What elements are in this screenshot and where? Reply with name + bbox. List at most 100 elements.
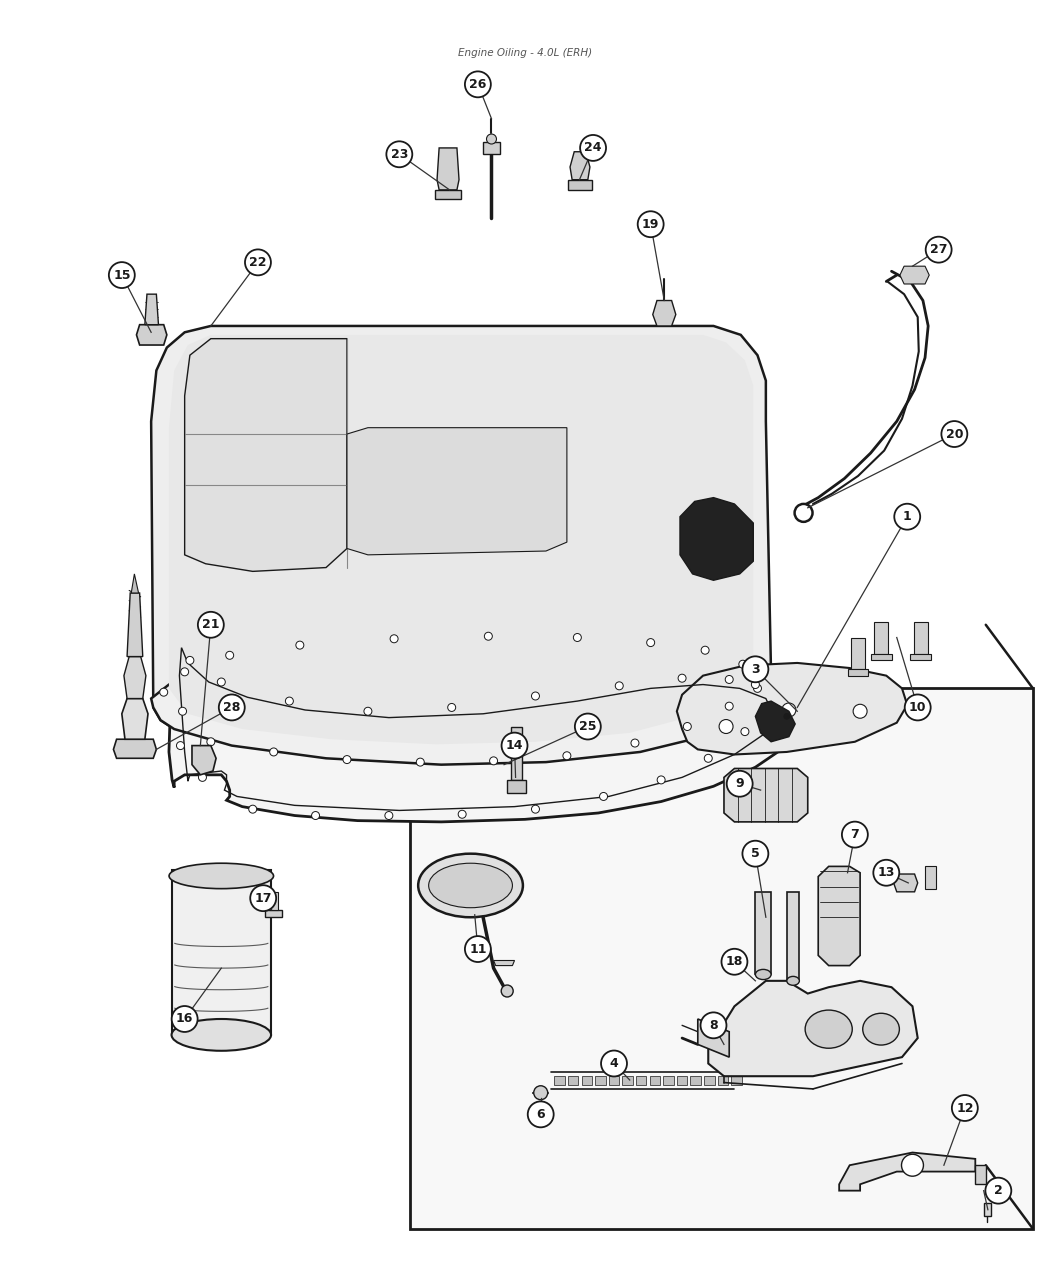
Circle shape (742, 657, 769, 682)
Circle shape (458, 811, 466, 819)
Text: 21: 21 (202, 618, 219, 631)
Circle shape (600, 793, 608, 801)
Text: 17: 17 (254, 891, 272, 905)
Circle shape (447, 704, 456, 711)
Circle shape (501, 986, 513, 997)
Circle shape (416, 759, 424, 766)
Polygon shape (755, 701, 795, 742)
Polygon shape (435, 190, 461, 199)
Text: 10: 10 (909, 701, 926, 714)
Text: 27: 27 (930, 244, 947, 256)
Circle shape (574, 714, 601, 740)
Circle shape (647, 639, 654, 646)
Circle shape (657, 776, 665, 784)
Polygon shape (975, 1165, 986, 1184)
Text: 24: 24 (584, 142, 602, 154)
Polygon shape (595, 1076, 606, 1085)
Circle shape (176, 742, 185, 750)
Text: 22: 22 (249, 256, 267, 269)
Polygon shape (818, 867, 860, 965)
Polygon shape (984, 1204, 991, 1216)
Circle shape (678, 674, 686, 682)
Circle shape (719, 719, 733, 733)
Circle shape (528, 1102, 553, 1127)
Ellipse shape (755, 969, 771, 979)
Circle shape (533, 1086, 548, 1100)
Circle shape (109, 263, 134, 288)
Polygon shape (623, 1076, 633, 1085)
Polygon shape (894, 875, 918, 891)
Polygon shape (507, 780, 526, 793)
Circle shape (701, 646, 709, 654)
Polygon shape (127, 593, 143, 657)
Circle shape (726, 676, 733, 683)
Circle shape (854, 704, 867, 718)
Text: 15: 15 (113, 269, 130, 282)
Ellipse shape (786, 977, 799, 986)
Polygon shape (636, 1076, 647, 1085)
Ellipse shape (418, 854, 523, 917)
Text: 13: 13 (878, 866, 895, 880)
Polygon shape (410, 688, 1033, 1229)
Circle shape (172, 1006, 197, 1031)
Text: 3: 3 (751, 663, 760, 676)
Ellipse shape (428, 863, 512, 908)
Polygon shape (925, 867, 936, 889)
Text: 16: 16 (176, 1012, 193, 1025)
Circle shape (160, 688, 168, 696)
Polygon shape (870, 654, 891, 660)
Polygon shape (900, 266, 929, 284)
Circle shape (573, 634, 582, 641)
Polygon shape (582, 1076, 592, 1085)
Polygon shape (122, 699, 148, 740)
Circle shape (486, 134, 497, 144)
Polygon shape (847, 669, 868, 676)
Polygon shape (554, 1076, 565, 1085)
Polygon shape (270, 891, 278, 909)
Polygon shape (723, 769, 807, 822)
Circle shape (249, 806, 256, 813)
Circle shape (783, 713, 790, 719)
Polygon shape (151, 326, 771, 765)
Polygon shape (570, 152, 590, 180)
Polygon shape (151, 643, 774, 765)
Circle shape (465, 936, 490, 963)
Polygon shape (910, 654, 931, 660)
Polygon shape (850, 638, 865, 669)
Polygon shape (705, 1076, 715, 1085)
Polygon shape (113, 740, 156, 759)
Text: 19: 19 (642, 218, 659, 231)
Circle shape (186, 657, 194, 664)
Circle shape (531, 806, 540, 813)
Ellipse shape (863, 1014, 900, 1046)
Circle shape (484, 632, 492, 640)
Circle shape (782, 703, 796, 717)
Circle shape (178, 708, 187, 715)
Circle shape (312, 812, 319, 820)
Text: 12: 12 (957, 1102, 973, 1114)
Circle shape (343, 756, 351, 764)
Circle shape (902, 1154, 923, 1177)
Text: 20: 20 (946, 427, 963, 441)
Text: 5: 5 (751, 847, 760, 861)
Polygon shape (169, 648, 792, 822)
Text: 23: 23 (391, 148, 408, 161)
Circle shape (198, 774, 207, 782)
Polygon shape (874, 622, 888, 654)
Text: 14: 14 (506, 740, 523, 752)
Circle shape (286, 697, 293, 705)
Circle shape (580, 135, 606, 161)
Polygon shape (839, 1153, 975, 1191)
Circle shape (207, 738, 215, 746)
Polygon shape (124, 657, 146, 699)
Circle shape (726, 703, 733, 710)
Polygon shape (568, 180, 592, 190)
Polygon shape (511, 727, 522, 780)
Ellipse shape (169, 863, 274, 889)
Polygon shape (185, 339, 346, 571)
Circle shape (942, 421, 967, 448)
Polygon shape (483, 142, 500, 154)
Circle shape (637, 212, 664, 237)
Circle shape (742, 840, 769, 867)
Circle shape (489, 757, 498, 765)
